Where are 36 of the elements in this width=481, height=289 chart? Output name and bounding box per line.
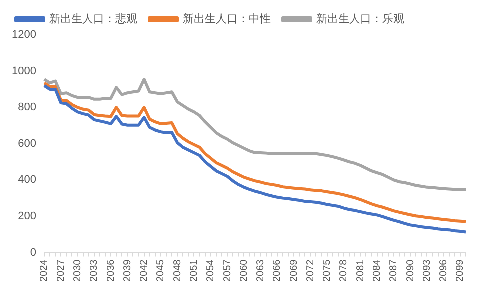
y-tick-label: 1200 [12, 29, 36, 42]
legend-label: 新出生人口：中性 [183, 12, 271, 26]
x-tick-label: 2090 [405, 259, 416, 282]
x-tick-label: 2099 [455, 259, 466, 282]
x-tick-label: 2066 [272, 259, 284, 282]
x-tick-label: 2084 [372, 259, 384, 282]
x-tick-label: 2081 [355, 259, 366, 282]
x-tick-label: 2036 [106, 259, 117, 282]
x-tick-label: 2039 [122, 259, 134, 282]
legend-label: 新出生人口：悲观 [50, 12, 138, 26]
x-tick-label: 2054 [206, 259, 217, 282]
x-tick-label: 2030 [72, 259, 84, 282]
x-tick-label: 2042 [139, 259, 150, 282]
y-tick-label: 0 [30, 246, 36, 259]
x-tick-label: 2063 [256, 259, 267, 282]
x-tick-label: 2078 [338, 259, 350, 282]
x-tick-label: 2033 [89, 259, 100, 282]
x-tick-label: 2060 [238, 259, 250, 282]
y-tick-label: 400 [18, 174, 36, 186]
x-tick-label: 2024 [39, 259, 50, 282]
y-tick-label: 800 [18, 102, 36, 114]
x-tick-label: 2087 [388, 259, 400, 282]
x-tick-label: 2057 [222, 259, 234, 282]
x-tick-label: 2072 [305, 259, 316, 282]
x-tick-label: 2069 [288, 259, 300, 282]
x-tick-label: 2045 [156, 259, 167, 282]
x-tick-label: 2048 [172, 259, 184, 282]
x-tick-label: 2093 [422, 259, 433, 282]
y-tick-label: 1000 [12, 65, 36, 78]
x-tick-label: 2096 [438, 259, 450, 282]
legend-label: 新出生人口：乐观 [316, 12, 404, 26]
y-tick-label: 600 [18, 138, 36, 150]
x-tick-label: 2075 [322, 259, 334, 282]
x-tick-label: 2051 [188, 259, 200, 282]
y-tick-label: 200 [18, 210, 36, 222]
x-tick-label: 2027 [56, 259, 67, 282]
